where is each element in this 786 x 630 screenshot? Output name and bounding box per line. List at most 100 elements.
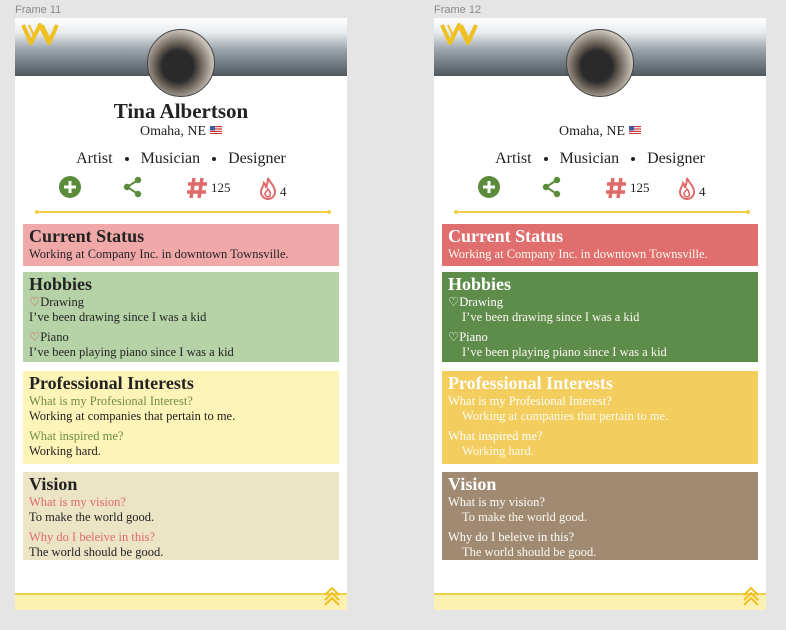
section: Current Status Working at Company Inc. in… <box>23 224 339 266</box>
separator <box>212 157 217 161</box>
streak-count: 4 <box>699 184 706 199</box>
profile-frame: Omaha, NE Artist Musician Designer 125 4 Curre… <box>434 18 766 610</box>
separator <box>543 157 548 161</box>
post-count: 125 <box>630 180 650 195</box>
section-title: Hobbies <box>29 274 93 294</box>
item-text: To make the world good. <box>462 510 588 524</box>
action-icons: 125 4 <box>434 176 766 206</box>
location: Omaha, NE <box>434 124 766 140</box>
section-item: Why do I beleive in this? The world shoul… <box>448 530 752 560</box>
scroll-top[interactable] <box>323 585 341 607</box>
location-text: Omaha, NE <box>139 124 207 139</box>
profile-name: Tina Albertson <box>113 99 249 123</box>
role: Musician <box>559 150 620 167</box>
section: Vision What is my vision? To make the worl… <box>442 472 758 560</box>
logo <box>440 23 478 45</box>
item-heading: Drawing <box>29 295 333 310</box>
action-icons: 125 4 <box>15 176 347 206</box>
section-item: Working at Company Inc. in downtown Town… <box>29 247 333 262</box>
item-heading: Drawing <box>448 295 752 310</box>
flag-icon <box>629 126 642 134</box>
share-button[interactable] <box>541 176 563 198</box>
frame-label: Frame 12 <box>434 4 482 16</box>
section-title: Current Status <box>29 226 145 246</box>
role: Designer <box>647 150 705 167</box>
footer-band <box>434 586 766 610</box>
avatar <box>147 29 215 97</box>
item-text: I’ve been playing piano since I was a ki… <box>462 345 667 359</box>
item-text: Working at companies that pertain to me. <box>462 409 669 423</box>
item-text: Working at Company Inc. in downtown Town… <box>29 247 289 261</box>
add-button[interactable] <box>59 176 81 198</box>
scroll-top[interactable] <box>742 585 760 607</box>
item-heading: Piano <box>29 330 333 345</box>
flag-icon <box>210 126 223 134</box>
section: HobbiesDrawingI’ve been drawing since I … <box>23 272 339 362</box>
role: Artist <box>495 150 532 167</box>
hashtag-icon <box>187 177 207 199</box>
section-title: Professional Interests <box>29 373 194 393</box>
section-title: Vision <box>29 474 78 494</box>
role: Designer <box>228 150 286 167</box>
section-item: What inspired me? Working hard. <box>29 429 333 459</box>
section-title: Vision <box>448 474 497 494</box>
item-heading: What is my Profesional Interest? <box>448 394 612 408</box>
separator <box>631 157 636 161</box>
item-text: Working hard. <box>29 444 101 458</box>
add-button[interactable] <box>478 176 500 198</box>
section-item: What is my vision? To make the world good… <box>448 495 752 525</box>
item-heading: What is my Profesional Interest? <box>29 394 193 408</box>
share-button[interactable] <box>122 176 144 198</box>
item-heading: What inspired me? <box>448 429 543 443</box>
item-heading: Why do I beleive in this? <box>448 530 575 544</box>
section-title: Professional Interests <box>448 373 613 393</box>
item-text: I’ve been playing piano since I was a ki… <box>29 345 234 359</box>
section: Professional Interests What is my Profesi… <box>23 371 339 464</box>
post-count: 125 <box>211 180 231 195</box>
section-title: Current Status <box>448 226 564 246</box>
hashtag-icon <box>606 177 626 199</box>
section: Current Status Working at Company Inc. in… <box>442 224 758 266</box>
separator <box>124 157 129 161</box>
item-text: I’ve been drawing since I was a kid <box>29 310 207 324</box>
item-heading: What is my vision? <box>448 495 545 509</box>
footer-band <box>15 586 347 610</box>
location-text: Omaha, NE <box>558 124 626 139</box>
item-text: Working at Company Inc. in downtown Town… <box>448 247 708 261</box>
item-text: To make the world good. <box>29 510 155 524</box>
role: Artist <box>76 150 113 167</box>
streak-icon <box>259 177 277 200</box>
section-item: Why do I beleive in this? The world shoul… <box>29 530 333 560</box>
section-item: What inspired me? Working hard. <box>448 429 752 459</box>
logo <box>21 23 59 45</box>
item-text: I’ve been drawing since I was a kid <box>462 310 640 324</box>
item-heading: What inspired me? <box>29 429 124 443</box>
location: Omaha, NE <box>15 124 347 140</box>
item-heading: Piano <box>448 330 752 345</box>
roles: Artist Musician Designer <box>15 150 347 168</box>
item-text: The world should be good. <box>462 545 597 559</box>
roles: Artist Musician Designer <box>434 150 766 168</box>
role: Musician <box>140 150 201 167</box>
item-text: The world should be good. <box>29 545 164 559</box>
streak-icon <box>678 177 696 200</box>
streak-count: 4 <box>280 184 287 199</box>
section-item: What is my Profesional Interest? Working … <box>29 394 333 424</box>
divider <box>35 210 331 214</box>
frame-label: Frame 11 <box>15 4 62 16</box>
section: Professional Interests What is my Profesi… <box>442 371 758 464</box>
section: HobbiesDrawingI’ve been drawing since I … <box>442 272 758 362</box>
item-text: Working at companies that pertain to me. <box>29 409 236 423</box>
item-heading: Why do I beleive in this? <box>29 530 156 544</box>
profile-frame: Tina Albertson Omaha, NE Artist Musician Des… <box>15 18 347 610</box>
section-title: Hobbies <box>448 274 512 294</box>
item-heading: What is my vision? <box>29 495 126 509</box>
section-item: Working at Company Inc. in downtown Town… <box>448 247 752 262</box>
section: Vision What is my vision? To make the worl… <box>23 472 339 560</box>
section-item: What is my Profesional Interest? Working … <box>448 394 752 424</box>
